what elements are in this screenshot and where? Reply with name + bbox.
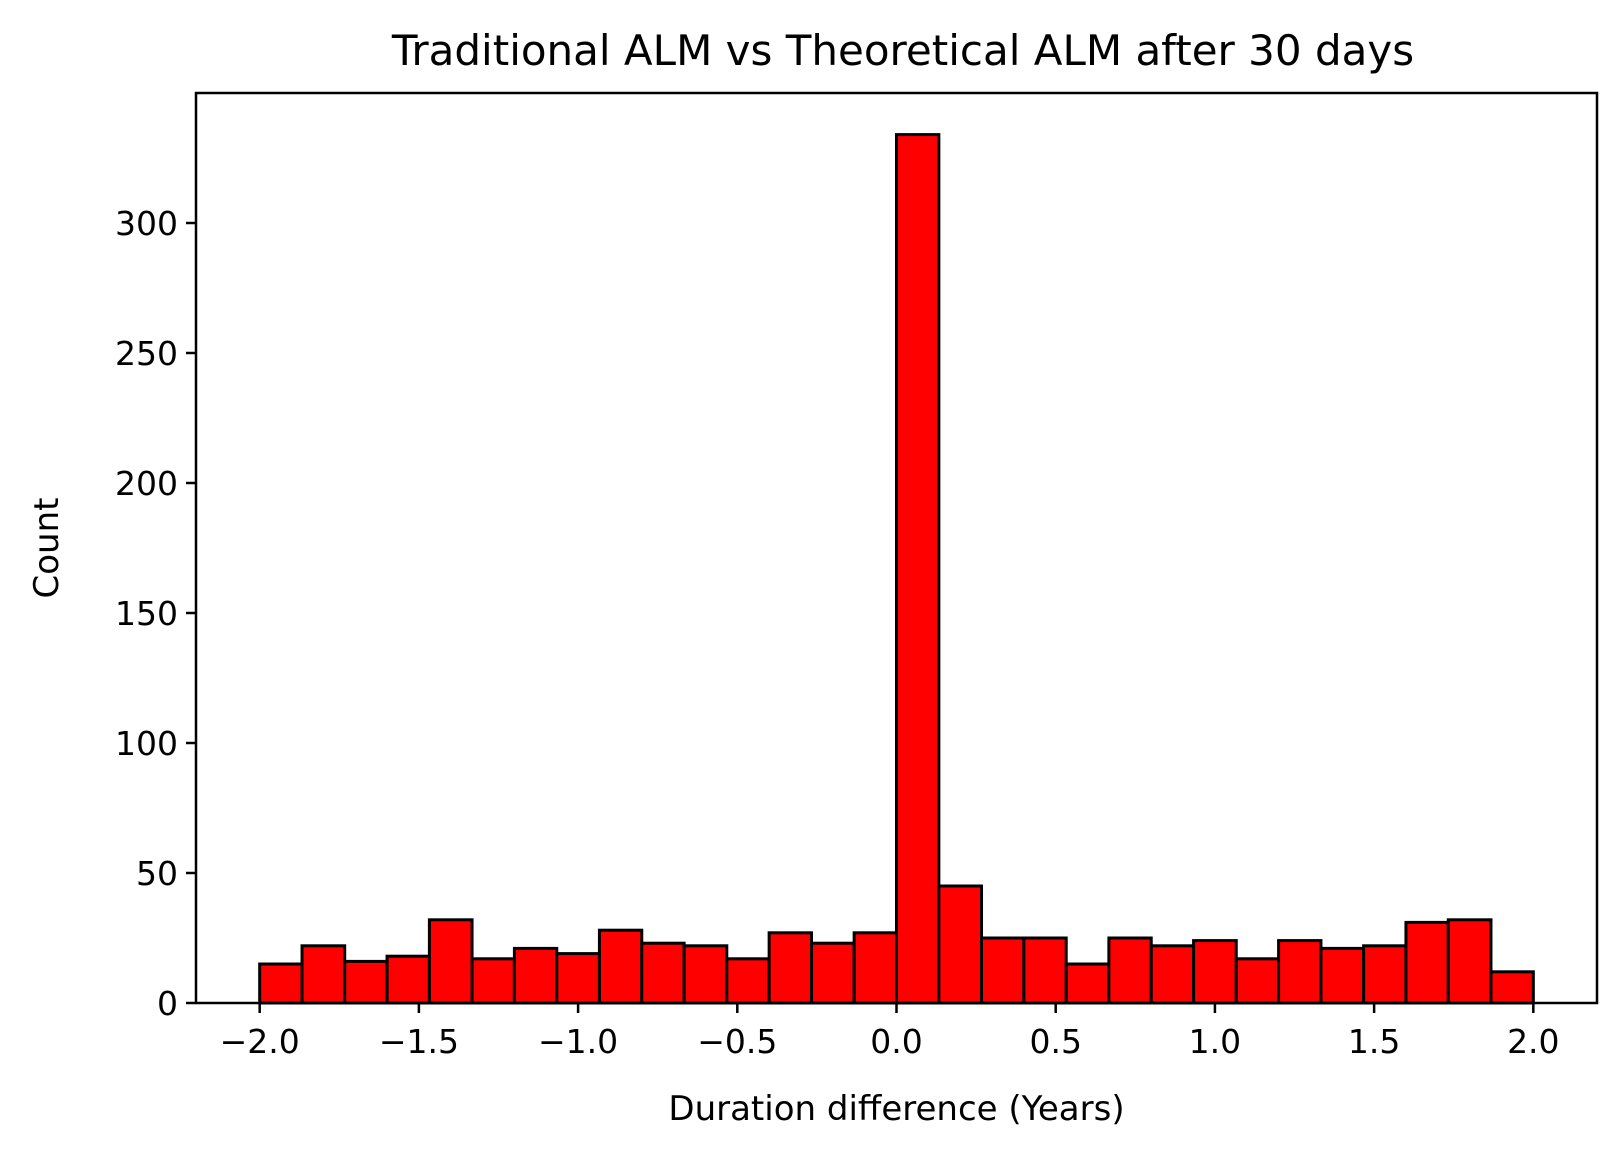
histogram-bar-0 <box>258 962 304 1005</box>
y-tick-label: 250 <box>115 334 178 373</box>
y-tick-label: 300 <box>115 204 178 243</box>
x-tick-label: −1.5 <box>379 1022 459 1061</box>
y-tick-label: 100 <box>115 724 178 763</box>
x-tick-label: 0.5 <box>1029 1022 1081 1061</box>
histogram-bar-14 <box>852 931 899 1005</box>
x-axis-label: Duration difference (Years) <box>668 1089 1124 1129</box>
y-tick-label: 150 <box>115 594 178 633</box>
histogram-bar-2 <box>343 959 389 1005</box>
histogram-bar-16 <box>937 884 984 1005</box>
histogram-bar-10 <box>682 944 729 1005</box>
histogram-bar-17 <box>980 936 1026 1005</box>
histogram-bar-22 <box>1192 939 1238 1005</box>
x-tick-label: −1.0 <box>538 1022 618 1061</box>
x-tick-label: 1.0 <box>1189 1022 1241 1061</box>
histogram-bar-23 <box>1234 957 1281 1005</box>
y-tick-label: 50 <box>136 854 178 893</box>
histogram-bar-18 <box>1022 936 1068 1005</box>
x-tick-label: 2.0 <box>1507 1022 1559 1061</box>
x-tick-label: −0.5 <box>697 1022 777 1061</box>
histogram-bar-1 <box>300 944 347 1005</box>
histogram-bar-3 <box>385 954 431 1005</box>
chart-title: Traditional ALM vs Theoretical ALM after… <box>391 26 1414 75</box>
histogram-bar-29 <box>1489 970 1535 1005</box>
histogram-bar-7 <box>555 952 601 1005</box>
histogram-bar-5 <box>470 957 516 1005</box>
x-tick-label: 0.0 <box>870 1022 922 1061</box>
histogram-bar-28 <box>1446 918 1493 1005</box>
bars-group <box>258 133 1535 1005</box>
x-tick-label: 1.5 <box>1348 1022 1400 1061</box>
y-axis-ticks: 0 50 100 150 200 250 300 <box>115 204 196 1023</box>
histogram-bar-19 <box>1064 962 1111 1005</box>
histogram-bar-24 <box>1277 939 1323 1005</box>
histogram-bar-27 <box>1404 920 1450 1005</box>
histogram-bar-8 <box>597 928 644 1005</box>
histogram-bar-4 <box>427 918 474 1005</box>
histogram-bar-9 <box>640 941 686 1005</box>
histogram-bar-15 <box>895 133 941 1005</box>
histogram-bar-12 <box>767 931 813 1005</box>
histogram-bar-20 <box>1107 936 1153 1005</box>
histogram-bar-13 <box>809 941 856 1005</box>
y-tick-label: 200 <box>115 464 178 503</box>
histogram-bar-6 <box>512 946 559 1005</box>
histogram-bar-11 <box>725 957 771 1005</box>
x-tick-label: −2.0 <box>220 1022 300 1061</box>
histogram-bar-25 <box>1319 946 1366 1005</box>
plot-frame <box>194 91 1599 1005</box>
x-axis-ticks: −2.0 −1.5 −1.0 −0.5 0.0 0.5 1.0 1.5 2.0 <box>220 1003 1560 1061</box>
y-axis-label: Count <box>27 498 67 599</box>
histogram-bar-21 <box>1149 944 1196 1005</box>
y-tick-label: 0 <box>157 984 178 1023</box>
histogram-bar-26 <box>1362 944 1408 1005</box>
